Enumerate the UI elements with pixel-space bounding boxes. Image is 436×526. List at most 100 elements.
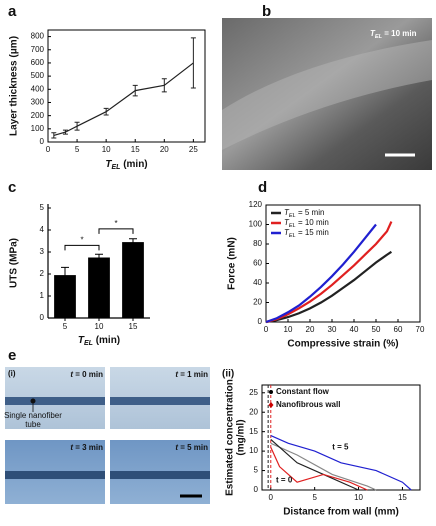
x-tick-label: 30 — [328, 325, 337, 334]
annotation: t = 5 — [332, 442, 349, 451]
tube — [110, 397, 210, 405]
y-axis-title: Layer thickness (μm) — [9, 36, 20, 136]
x-tick-label: 0 — [264, 325, 269, 334]
y-tick-label: 10 — [249, 446, 258, 455]
y-tick-label: 300 — [31, 98, 45, 107]
data-line — [270, 446, 368, 491]
error-bar — [62, 129, 68, 135]
annotation: * — [80, 236, 83, 245]
y-tick-label: 100 — [31, 124, 45, 133]
x-tick-label: 5 — [63, 322, 68, 331]
panel-label: e — [8, 347, 16, 364]
panel-label: a — [8, 3, 17, 20]
sem-texture — [222, 40, 432, 150]
error-bar — [129, 238, 137, 246]
y-tick-label: 100 — [249, 220, 263, 229]
x-tick-label: 25 — [189, 145, 198, 154]
y-axis-title: Estimated concentration — [225, 379, 236, 496]
x-tick-label: 15 — [131, 145, 140, 154]
bracket — [98, 228, 134, 234]
y-tick-label: 20 — [249, 407, 258, 416]
x-tick-label: 20 — [160, 145, 169, 154]
error-bar — [161, 78, 167, 93]
symbol: T — [284, 218, 290, 227]
legend-label: = 5 min — [296, 208, 325, 217]
subscript: EL — [375, 34, 383, 40]
plot-frame — [47, 29, 206, 143]
x-tick-label: 10 — [95, 322, 104, 331]
tube — [5, 397, 105, 405]
symbol: t — [175, 370, 178, 379]
x-tick-label: 20 — [306, 325, 315, 334]
symbol: t — [70, 370, 73, 379]
y-tick-label: 700 — [31, 45, 45, 54]
y-tick-label: 0 — [40, 313, 45, 322]
symbol: T — [284, 228, 290, 237]
symbol: T — [78, 335, 85, 346]
text: = 3 min — [73, 443, 103, 452]
y-tick-label: 4 — [40, 225, 45, 234]
y-tick-label: 15 — [249, 427, 258, 436]
error-bar — [74, 121, 80, 131]
annotation: t = 0 — [276, 475, 293, 484]
error-bar — [95, 253, 103, 261]
y-tick-label: 400 — [31, 84, 45, 93]
subscript: EL — [289, 233, 296, 239]
y-tick-label: 40 — [253, 278, 262, 287]
x-tick-label: 0 — [46, 145, 51, 154]
text: = 10 min — [382, 29, 417, 38]
y-tick-label: 600 — [31, 58, 45, 67]
x-tick-label: 15 — [398, 493, 407, 502]
y-tick-label: 25 — [249, 388, 258, 397]
subscript: EL — [289, 223, 296, 229]
text: = 5 min — [178, 443, 208, 452]
x-tick-label: 40 — [350, 325, 359, 334]
data-line — [265, 250, 393, 324]
y-axis-title: Force (mN) — [227, 237, 238, 290]
y-tick-label: 500 — [31, 71, 45, 80]
y-tick-label: 80 — [253, 239, 262, 248]
marker — [268, 402, 274, 408]
error-bar — [51, 132, 57, 139]
symbol: t — [175, 443, 178, 452]
legend-label: TEL = 15 min — [284, 228, 329, 239]
sub-label: (i) — [8, 369, 16, 378]
y-tick-label: 2 — [40, 269, 45, 278]
y-tick-label: 20 — [253, 298, 262, 307]
y-tick-label: 0 — [254, 485, 259, 494]
annotation: Nanofibrous wall — [276, 400, 340, 409]
y-tick-label: 5 — [40, 203, 45, 212]
annotation: * — [114, 219, 117, 228]
bar — [88, 257, 110, 318]
data-line — [270, 435, 412, 491]
x-axis-title: TEL (min) — [105, 159, 147, 172]
x-tick-label: 5 — [312, 493, 317, 502]
x-tick-label: 50 — [372, 325, 381, 334]
y-tick-label: 120 — [249, 200, 263, 209]
frame-label: t = 3 min — [70, 443, 103, 452]
error-bar — [103, 107, 109, 116]
symbol: T — [370, 29, 376, 38]
frame-label: t = 1 min — [175, 370, 208, 379]
tube — [5, 471, 105, 479]
subscript: EL — [111, 164, 120, 171]
error-bar — [132, 84, 138, 97]
y-tick-label: 5 — [254, 466, 259, 475]
symbol: T — [284, 208, 290, 217]
text: (min) — [120, 159, 147, 170]
text: = 1 min — [178, 370, 208, 379]
x-tick-label: 5 — [75, 145, 80, 154]
marker — [269, 390, 273, 394]
y-axis-title: (mg/ml) — [236, 419, 247, 455]
x-tick-label: 10 — [102, 145, 111, 154]
y-tick-label: 1 — [40, 291, 45, 300]
x-tick-label: 15 — [129, 322, 138, 331]
error-bar — [190, 37, 196, 89]
y-axis-title: UTS (MPa) — [9, 238, 20, 288]
y-tick-label: 800 — [31, 32, 45, 41]
y-tick-label: 3 — [40, 247, 45, 256]
legend-label: TEL = 5 min — [284, 208, 324, 219]
panel-label: b — [262, 3, 271, 20]
x-tick-label: 10 — [354, 493, 363, 502]
